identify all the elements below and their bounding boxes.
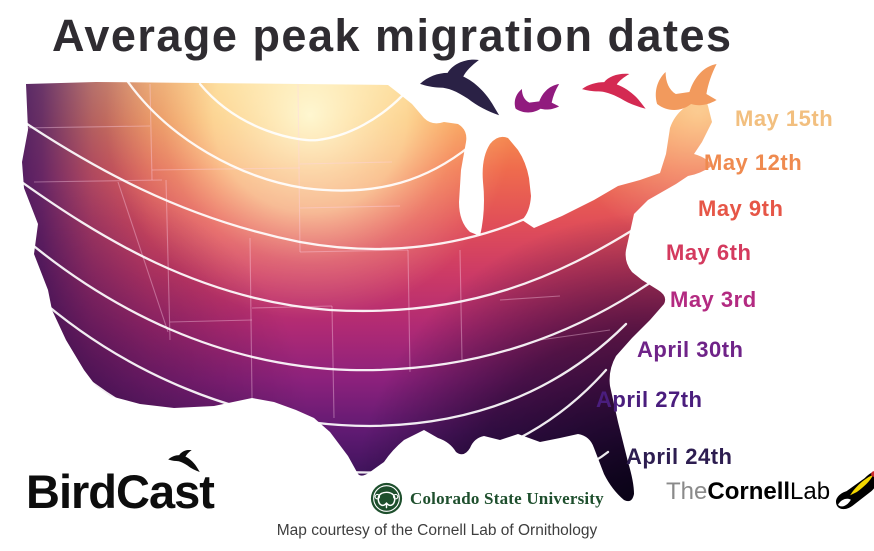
date-label-april-27: April 27th — [596, 387, 703, 412]
bird-silhouette-icon — [514, 84, 560, 113]
caption: Map courtesy of the Cornell Lab of Ornit… — [276, 522, 598, 539]
date-label-april-30: April 30th — [637, 337, 744, 362]
csu-wordmark: Colorado State University — [410, 488, 604, 508]
date-label-may-3: May 3rd — [670, 287, 757, 312]
csu-ram-icon — [370, 482, 403, 515]
bird-silhouette-icon — [655, 64, 717, 110]
cornell-bird-icon — [836, 471, 874, 510]
page-title: Average peak migration dates — [52, 10, 733, 61]
date-label-may-9: May 9th — [698, 196, 784, 221]
date-label-may-12: May 12th — [704, 150, 803, 175]
csu-logo: Colorado State University — [370, 482, 604, 515]
cornell-lab-logo: The Cornell Lab — [666, 468, 874, 516]
date-label-may-6: May 6th — [666, 240, 752, 265]
bird-silhouettes — [420, 59, 717, 116]
birdcast-logo: BirdCast — [26, 450, 236, 522]
cornell-the: The — [666, 478, 708, 505]
birdcast-bird-icon — [168, 450, 200, 472]
bird-silhouette-icon — [420, 59, 500, 116]
bird-silhouette-icon — [582, 73, 646, 109]
birdcast-wordmark: BirdCast — [26, 465, 215, 518]
date-label-april-24: April 24th — [626, 444, 733, 469]
date-label-may-15: May 15th — [735, 106, 834, 131]
cornell-lab: Lab — [790, 478, 831, 505]
cornell-cornell: Cornell — [707, 478, 791, 505]
